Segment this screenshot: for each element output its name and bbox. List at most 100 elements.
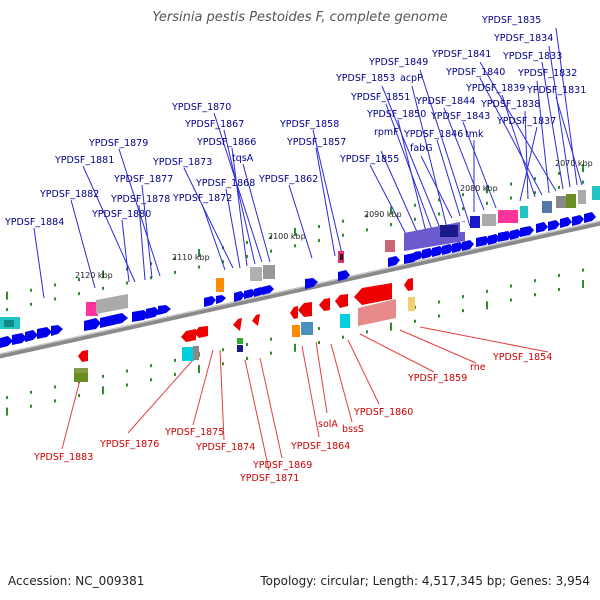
gene-label[interactable]: YPDSF_1858 — [279, 119, 339, 130]
gene-block[interactable] — [460, 222, 466, 232]
gene-arrow-forward[interactable] — [520, 226, 534, 237]
gene-label[interactable]: YPDSF_1874 — [195, 442, 255, 453]
gene-label[interactable]: fabG — [410, 143, 433, 154]
gene-arrow-forward[interactable] — [146, 307, 160, 319]
gene-label[interactable]: acpP — [400, 73, 423, 84]
gene-arrow-forward[interactable] — [132, 310, 149, 322]
gene-arrow-forward[interactable] — [422, 248, 434, 259]
gene-block[interactable] — [578, 190, 586, 204]
gene-label[interactable]: YPDSF_1855 — [339, 154, 399, 165]
gene-block[interactable] — [566, 194, 576, 208]
gene-arrow-reverse[interactable] — [335, 294, 348, 308]
gene-label[interactable]: YPDSF_1831 — [526, 85, 586, 96]
gene-label[interactable]: bssS — [342, 424, 364, 435]
gene-block[interactable] — [520, 206, 528, 218]
gene-arrow-forward[interactable] — [262, 285, 274, 295]
gene-arrow-forward[interactable] — [462, 240, 474, 251]
gene-arrow-forward[interactable] — [510, 229, 522, 240]
gene-block[interactable] — [301, 322, 313, 335]
gene-label[interactable]: YPDSF_1871 — [239, 473, 299, 484]
gene-block[interactable] — [237, 345, 243, 352]
gene-block[interactable] — [440, 225, 458, 237]
gene-block[interactable] — [408, 297, 415, 311]
gene-arrow-reverse[interactable] — [181, 329, 196, 342]
gene-label[interactable]: YPDSF_1857 — [286, 137, 346, 148]
gene-arrow-forward[interactable] — [414, 251, 424, 261]
gene-label[interactable]: YPDSF_1877 — [113, 174, 173, 185]
gene-arrow-forward[interactable] — [0, 336, 13, 348]
gene-block[interactable] — [182, 347, 194, 361]
gene-arrow-forward[interactable] — [12, 333, 27, 345]
gene-block[interactable] — [263, 265, 275, 279]
gene-block[interactable] — [470, 216, 480, 228]
gene-arrow-reverse[interactable] — [319, 298, 330, 311]
gene-label[interactable]: YPDSF_1859 — [407, 373, 467, 384]
gene-label[interactable]: YPDSF_1873 — [152, 157, 212, 168]
gene-block[interactable] — [250, 267, 262, 281]
gene-arrow-forward[interactable] — [37, 327, 52, 339]
gene-label[interactable]: YPDSF_1840 — [445, 67, 505, 78]
gene-arrow-reverse[interactable] — [194, 326, 208, 338]
gene-label[interactable]: YPDSF_1860 — [353, 407, 413, 418]
gene-block[interactable] — [74, 368, 88, 373]
gene-arrow-forward[interactable] — [432, 246, 444, 257]
gene-label[interactable]: YPDSF_1884 — [4, 217, 64, 228]
gene-arrow-forward[interactable] — [305, 278, 318, 289]
gene-label[interactable]: YPDSF_1881 — [54, 155, 114, 166]
gene-arrow-forward[interactable] — [244, 289, 256, 299]
gene-block[interactable] — [237, 338, 243, 344]
gene-arrow-forward[interactable] — [584, 212, 596, 223]
gene-arrow-forward[interactable] — [25, 330, 38, 342]
gene-label[interactable]: YPDSF_1872 — [172, 193, 232, 204]
gene-arrow-forward[interactable] — [498, 231, 512, 242]
gene-block[interactable] — [4, 320, 14, 327]
gene-arrow-forward[interactable] — [216, 295, 226, 304]
gene-label[interactable]: YPDSF_1866 — [196, 137, 256, 148]
gene-label[interactable]: YPDSF_1834 — [493, 33, 553, 44]
gene-block[interactable] — [385, 240, 395, 252]
gene-label[interactable]: tqsA — [232, 153, 254, 164]
gene-block[interactable] — [96, 294, 128, 314]
gene-block[interactable] — [340, 314, 350, 328]
gene-block[interactable] — [592, 186, 600, 200]
gene-block[interactable] — [86, 302, 98, 316]
gene-arrow-reverse[interactable] — [252, 314, 260, 326]
gene-label[interactable]: YPDSF_1867 — [184, 119, 244, 130]
gene-label[interactable]: YPDSF_1869 — [252, 460, 312, 471]
gene-label[interactable]: YPDSF_1879 — [88, 138, 148, 149]
gene-arrow-forward[interactable] — [204, 296, 216, 307]
gene-label[interactable]: YPDSF_1837 — [496, 116, 556, 127]
gene-label[interactable]: rne — [470, 362, 486, 373]
gene-arrow-forward[interactable] — [572, 215, 584, 226]
gene-block[interactable] — [542, 201, 552, 213]
gene-label[interactable]: YPDSF_1862 — [258, 174, 318, 185]
gene-arrow-forward[interactable] — [338, 270, 350, 281]
gene-arrow-reverse[interactable] — [404, 278, 413, 291]
gene-label[interactable]: YPDSF_1864 — [290, 441, 350, 452]
gene-label[interactable]: YPDSF_1850 — [366, 109, 426, 120]
gene-arrow-forward[interactable] — [158, 305, 171, 315]
gene-arrow-reverse[interactable] — [298, 302, 312, 317]
gene-arrow-forward[interactable] — [51, 325, 63, 336]
gene-block[interactable] — [340, 254, 343, 260]
gene-label[interactable]: YPDSF_1870 — [171, 102, 231, 113]
gene-label[interactable]: YPDSF_1878 — [110, 194, 170, 205]
gene-label[interactable]: YPDSF_1854 — [492, 352, 552, 363]
gene-label[interactable]: YPDSF_1876 — [99, 439, 159, 450]
gene-arrow-forward[interactable] — [84, 318, 101, 331]
gene-label[interactable]: YPDSF_1868 — [195, 178, 255, 189]
gene-arrow-reverse[interactable] — [78, 350, 88, 362]
gene-arrow-reverse[interactable] — [233, 318, 242, 331]
gene-label[interactable]: YPDSF_1849 — [368, 57, 428, 68]
gene-label[interactable]: YPDSF_1853 — [335, 73, 395, 84]
gene-label[interactable]: YPDSF_1851 — [350, 92, 410, 103]
gene-label[interactable]: YPDSF_1846 — [403, 129, 463, 140]
gene-label[interactable]: YPDSF_1843 — [430, 111, 490, 122]
gene-block[interactable] — [193, 346, 199, 360]
gene-arrow-forward[interactable] — [234, 291, 245, 302]
gene-block[interactable] — [358, 299, 396, 326]
gene-arrow-forward[interactable] — [388, 256, 400, 267]
gene-label[interactable]: solA — [318, 419, 338, 430]
gene-label[interactable]: YPDSF_1835 — [481, 15, 541, 26]
gene-label[interactable]: YPDSF_1883 — [33, 452, 93, 463]
